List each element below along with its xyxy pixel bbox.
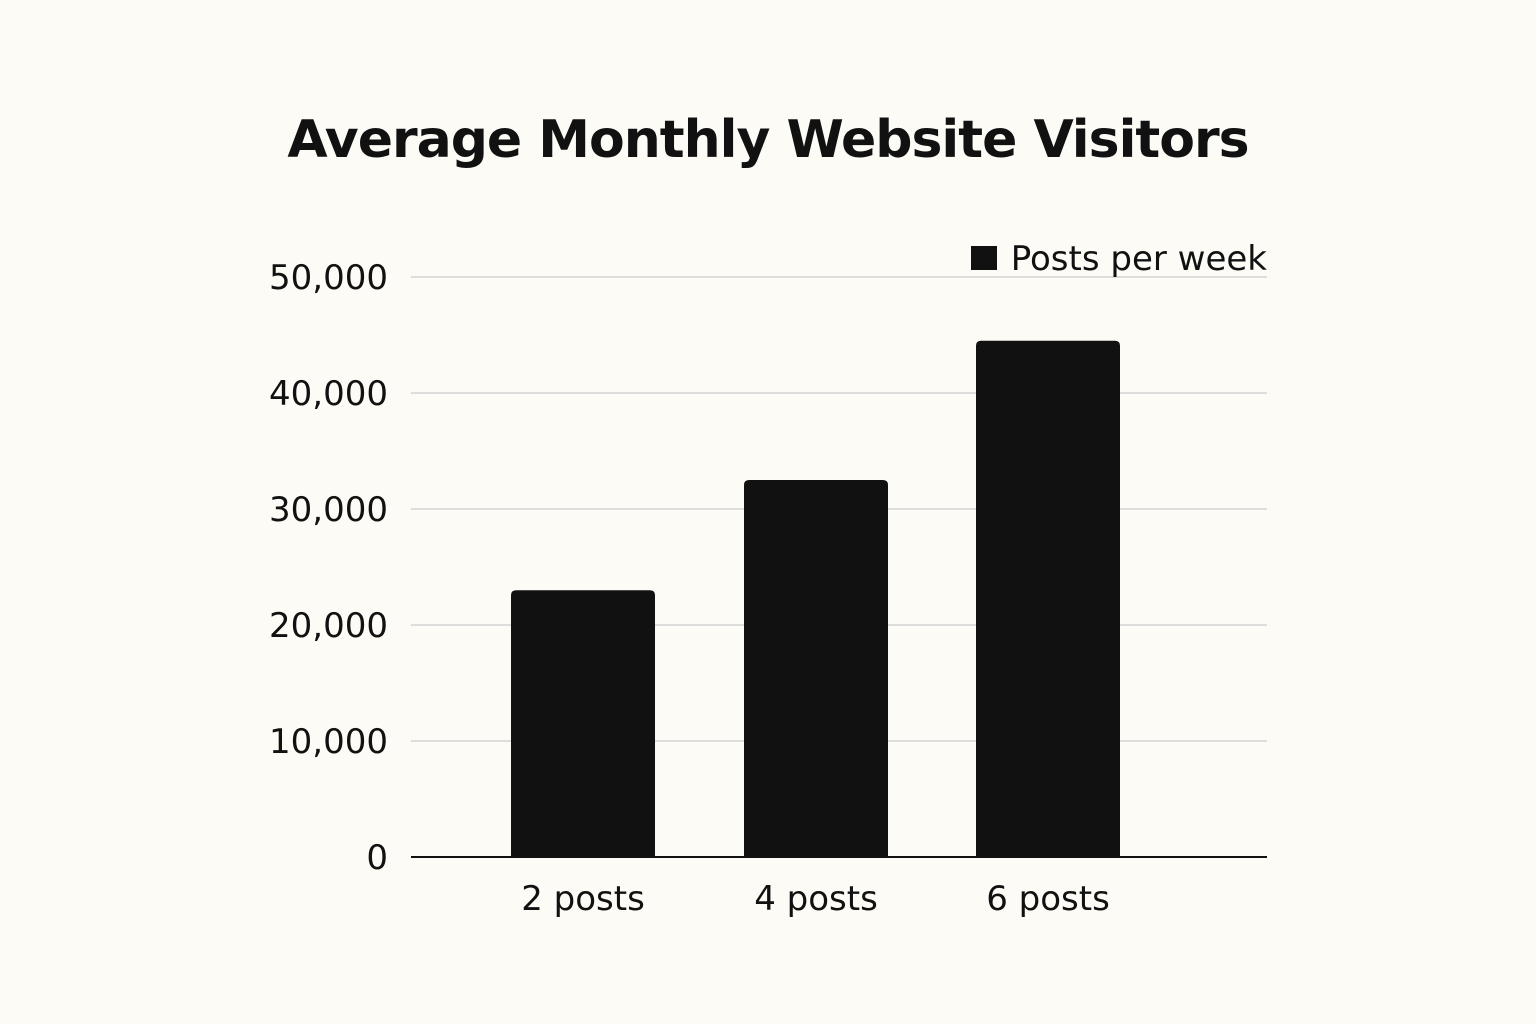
y-tick-label: 0 [366, 838, 388, 878]
legend-swatch [971, 246, 997, 270]
legend-label: Posts per week [1011, 239, 1268, 279]
y-tick-label: 20,000 [269, 606, 388, 646]
x-tick-label: 2 posts [521, 879, 645, 919]
y-tick-label: 30,000 [269, 490, 388, 530]
x-tick-label: 6 posts [986, 879, 1110, 919]
y-tick-label: 50,000 [269, 258, 388, 298]
x-tick-label: 4 posts [754, 879, 878, 919]
y-tick-label: 40,000 [269, 374, 388, 414]
chart-title: Average Monthly Website Visitors [287, 110, 1249, 170]
bar [511, 590, 655, 857]
bar [744, 480, 888, 857]
y-tick-label: 10,000 [269, 722, 388, 762]
bar [976, 340, 1120, 857]
